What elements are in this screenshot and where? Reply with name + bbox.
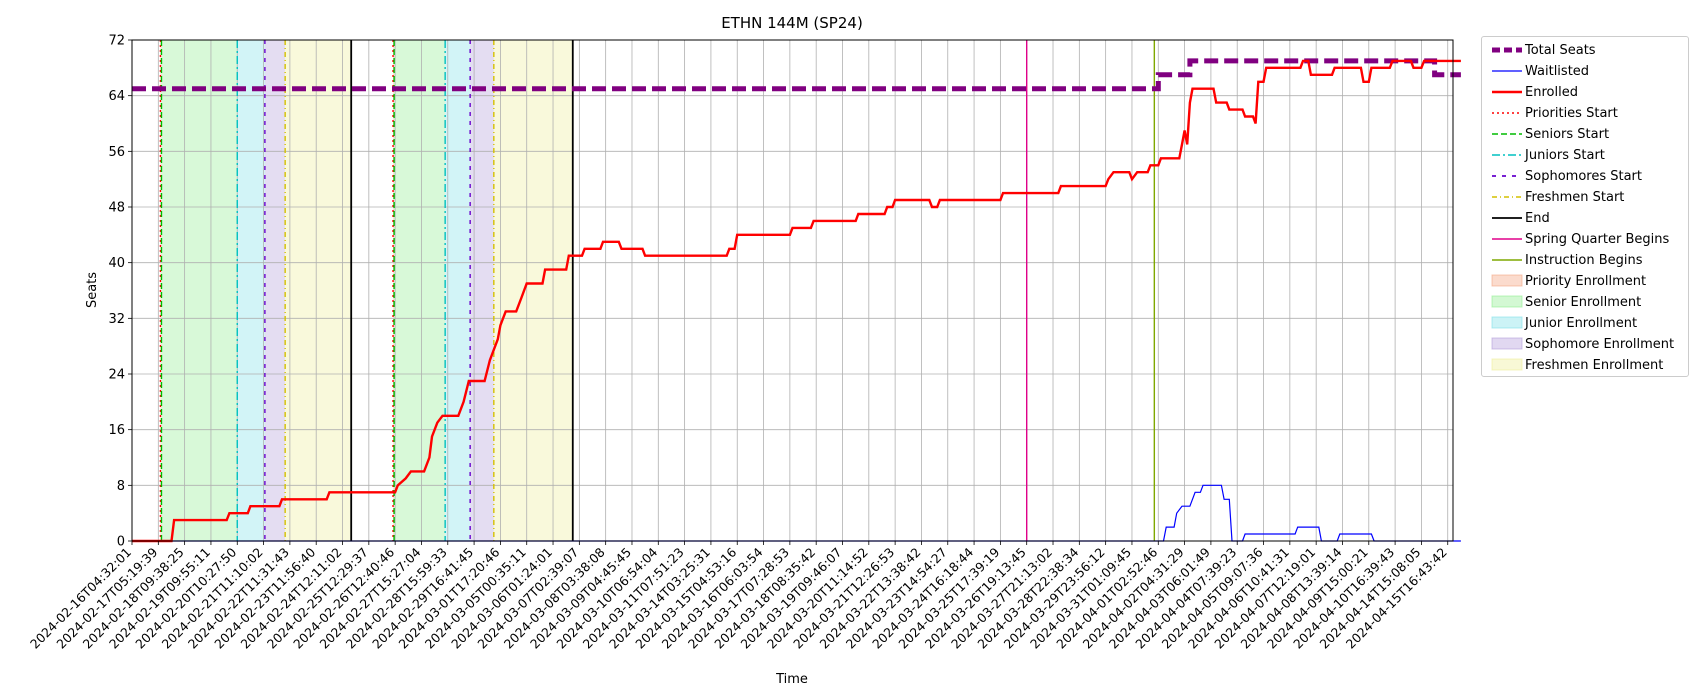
legend-entry: Spring Quarter Begins [1482,229,1688,250]
x-axis-label: Time [775,672,808,687]
chart-title: ETHN 144M (SP24) [721,14,863,32]
legend-swatch [1491,274,1523,287]
legend-swatch [1492,70,1522,72]
x-axis-ticks: 2024-02-16T04:32:012024-02-17T05:19:3920… [27,541,1450,652]
legend-label: Freshmen Start [1525,190,1625,205]
legend-swatch [1492,90,1522,94]
legend-label: Instruction Begins [1525,253,1643,268]
legend-swatch [1491,316,1523,329]
y-axis-label: Seats [85,272,100,308]
legend-swatch [1492,133,1522,135]
legend-entry: Seniors Start [1482,124,1688,145]
legend-label: Priorities Start [1525,106,1618,121]
region-junior-enrollment [445,40,471,541]
legend: Total Seats Waitlisted Enrolled Priorities … [1481,36,1689,377]
legend-label: Junior Enrollment [1525,316,1638,331]
y-tick-label: 0 [117,535,125,550]
legend-label: Senior Enrollment [1525,295,1642,310]
legend-label: Priority Enrollment [1525,274,1647,289]
legend-swatch [1492,259,1522,261]
y-axis-ticks: 0 8 16 24 32 40 48 56 64 72 [108,34,132,550]
legend-swatch [1491,295,1523,308]
y-tick-label: 72 [108,34,125,49]
legend-entry: Junior Enrollment [1482,313,1688,334]
legend-entry: Freshmen Start [1482,187,1688,208]
vertical-markers [159,40,1156,541]
legend-entry: Freshmen Enrollment [1482,355,1688,376]
legend-label: Seniors Start [1525,127,1610,142]
series-enrolled [132,59,1461,543]
y-tick-label: 48 [108,201,125,216]
y-tick-label: 32 [108,312,125,327]
legend-entry: Priorities Start [1482,103,1688,124]
shaded-regions [160,40,573,541]
y-tick-label: 16 [108,423,125,438]
legend-label: Waitlisted [1525,64,1590,79]
y-tick-label: 8 [117,479,125,494]
region-sophomore-enrollment [470,40,494,541]
y-tick-label: 56 [108,145,125,160]
region-freshmen-enrollment [493,40,573,541]
legend-label: End [1525,211,1550,226]
region-freshmen-enrollment [285,40,352,541]
legend-swatch [1491,358,1523,371]
legend-entry: Waitlisted [1482,61,1688,82]
legend-entry: Senior Enrollment [1482,292,1688,313]
region-sophomore-enrollment [264,40,286,541]
series-total-seats [132,58,1461,92]
legend-entry: Priority Enrollment [1482,271,1688,292]
legend-swatch [1492,238,1522,240]
legend-label: Spring Quarter Begins [1525,232,1670,247]
legend-swatch [1491,337,1523,350]
plot-frame [131,39,1454,542]
legend-label: Freshmen Enrollment [1525,358,1664,373]
legend-swatch [1492,175,1522,177]
legend-entry: Juniors Start [1482,145,1688,166]
legend-entry: Total Seats [1482,40,1688,61]
y-tick-label: 24 [108,368,125,383]
legend-swatch [1492,217,1522,219]
legend-entry: Enrolled [1482,82,1688,103]
legend-label: Total Seats [1525,43,1596,58]
y-tick-label: 40 [108,256,125,271]
legend-entry: End [1482,208,1688,229]
legend-swatch [1492,47,1522,53]
legend-swatch [1492,196,1522,198]
y-tick-label: 64 [108,89,125,104]
legend-entry: Sophomore Enrollment [1482,334,1688,355]
legend-entry: Sophomores Start [1482,166,1688,187]
region-senior-enrollment [394,40,446,541]
legend-swatch [1492,154,1522,156]
legend-entry: Instruction Begins [1482,250,1688,271]
region-junior-enrollment [237,40,265,541]
legend-label: Sophomore Enrollment [1525,337,1675,352]
region-senior-enrollment [161,40,238,541]
legend-label: Enrolled [1525,85,1578,100]
legend-label: Sophomores Start [1525,169,1642,184]
legend-swatch [1492,112,1522,114]
legend-label: Juniors Start [1525,148,1605,163]
